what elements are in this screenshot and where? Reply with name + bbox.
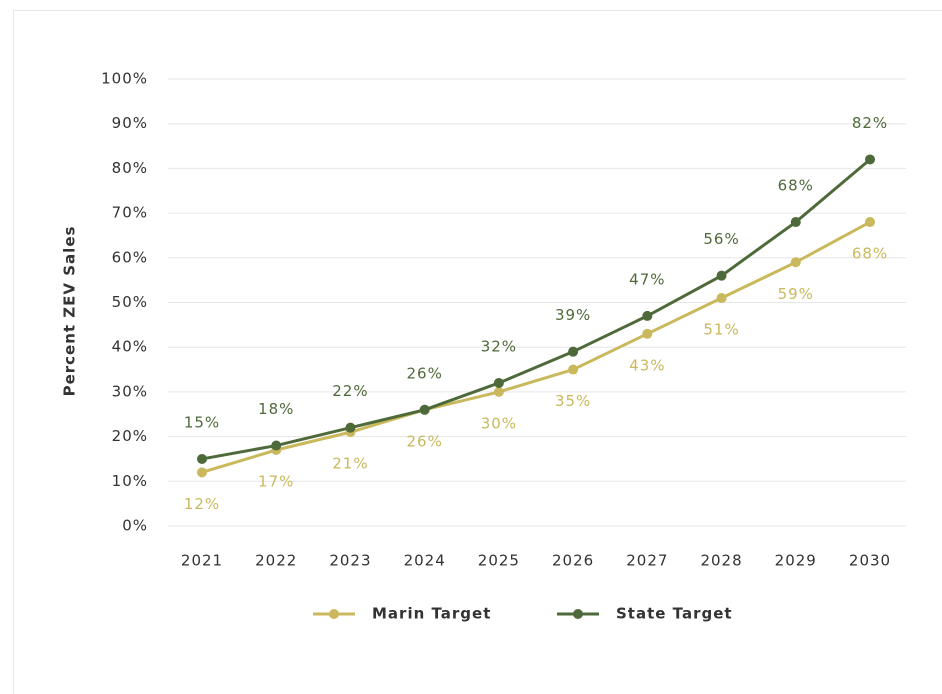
y-tick-label: 10% bbox=[112, 472, 148, 490]
data-label: 82% bbox=[852, 114, 888, 132]
data-label: 17% bbox=[258, 473, 294, 491]
data-label: 47% bbox=[629, 270, 665, 288]
data-label: 56% bbox=[703, 230, 739, 248]
data-point bbox=[790, 217, 801, 228]
data-label: 26% bbox=[406, 364, 442, 382]
data-point bbox=[568, 346, 579, 357]
data-point bbox=[271, 440, 282, 451]
data-label: 12% bbox=[184, 495, 220, 513]
data-point bbox=[419, 404, 430, 415]
data-point bbox=[716, 270, 727, 281]
data-point bbox=[568, 364, 579, 375]
data-label: 51% bbox=[703, 321, 739, 339]
legend-dot bbox=[573, 609, 583, 619]
data-point bbox=[642, 328, 653, 339]
x-tick-label: 2028 bbox=[700, 552, 742, 570]
data-point bbox=[865, 154, 875, 165]
data-point bbox=[493, 386, 504, 397]
data-label: 22% bbox=[332, 382, 368, 400]
y-tick-label: 90% bbox=[112, 114, 148, 132]
y-tick-label: 50% bbox=[112, 293, 148, 311]
x-tick-label: 2029 bbox=[775, 552, 817, 570]
series-line bbox=[201, 220, 871, 474]
data-label: 18% bbox=[258, 400, 294, 418]
data-point bbox=[790, 257, 801, 268]
x-tick-label: 2025 bbox=[478, 552, 520, 570]
data-label: 68% bbox=[778, 177, 814, 195]
y-tick-label: 20% bbox=[112, 427, 148, 445]
data-point bbox=[716, 293, 727, 304]
y-tick-label: 40% bbox=[112, 338, 148, 356]
y-tick-label: 60% bbox=[112, 248, 148, 266]
data-label: 59% bbox=[778, 285, 814, 303]
legend-label: Marin Target bbox=[372, 605, 491, 623]
y-tick-label: 30% bbox=[112, 382, 148, 400]
data-point bbox=[197, 467, 207, 478]
x-tick-label: 2024 bbox=[404, 552, 446, 570]
data-point bbox=[345, 422, 356, 433]
data-point bbox=[865, 217, 875, 228]
x-tick-label: 2027 bbox=[626, 552, 668, 570]
data-label: 68% bbox=[852, 245, 888, 263]
card bbox=[13, 10, 942, 694]
data-label: 39% bbox=[555, 306, 591, 324]
x-tick-label: 2030 bbox=[849, 552, 891, 570]
data-label: 15% bbox=[184, 413, 220, 431]
x-tick-label: 2021 bbox=[181, 552, 223, 570]
data-point bbox=[493, 377, 504, 388]
x-tick-label: 2023 bbox=[329, 552, 371, 570]
y-tick-label: 80% bbox=[112, 159, 148, 177]
data-point bbox=[197, 453, 207, 464]
y-tick-label: 70% bbox=[112, 204, 148, 222]
data-label: 32% bbox=[481, 337, 517, 355]
x-tick-label: 2026 bbox=[552, 552, 594, 570]
series-line bbox=[201, 158, 871, 461]
data-point bbox=[642, 310, 653, 321]
data-label: 35% bbox=[555, 392, 591, 410]
data-label: 26% bbox=[406, 432, 442, 450]
legend-dot bbox=[329, 609, 339, 619]
y-tick-label: 100% bbox=[101, 70, 148, 88]
y-axis-label: Percent ZEV Sales bbox=[61, 226, 79, 397]
data-label: 30% bbox=[481, 414, 517, 432]
x-tick-label: 2022 bbox=[255, 552, 297, 570]
data-label: 43% bbox=[629, 356, 665, 374]
y-tick-label: 0% bbox=[122, 517, 148, 535]
data-label: 21% bbox=[332, 455, 368, 473]
legend-label: State Target bbox=[616, 605, 733, 623]
